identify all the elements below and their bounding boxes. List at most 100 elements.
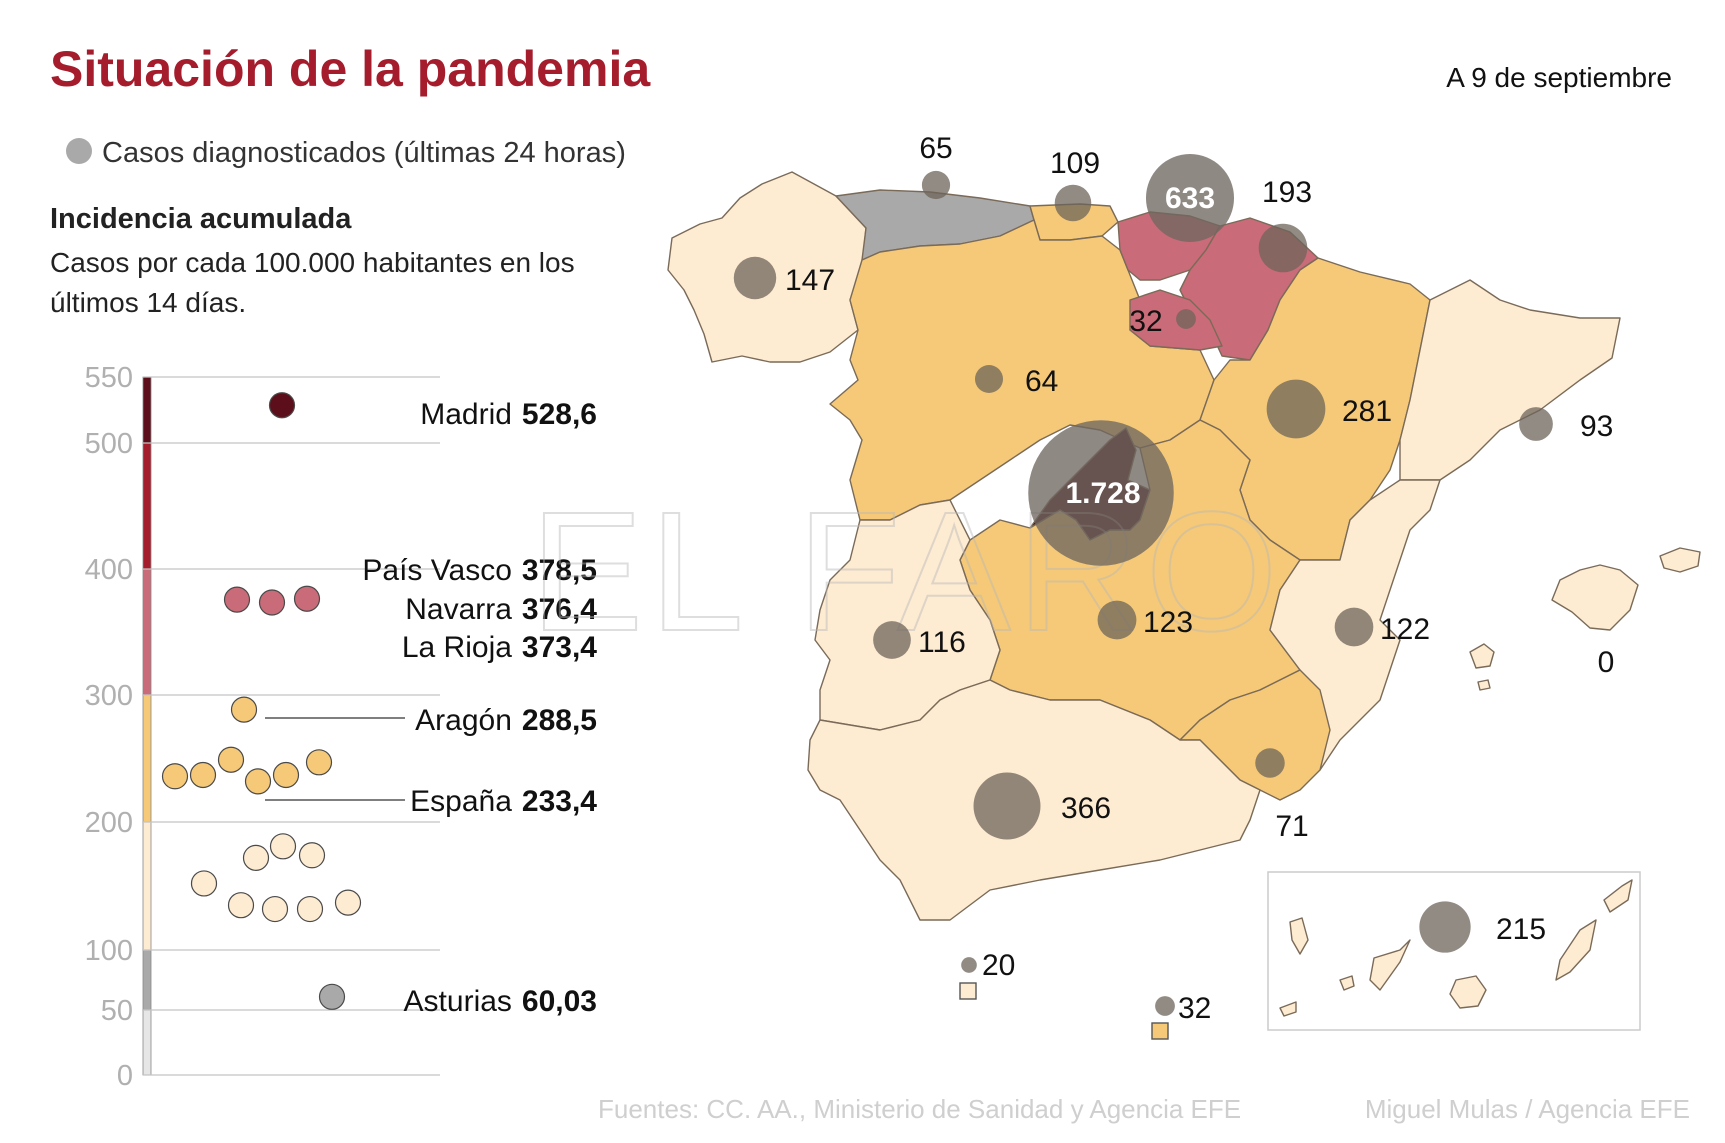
incidence-dot [261, 895, 289, 923]
case-bubble [1266, 379, 1326, 439]
incidence-dot [258, 589, 286, 616]
footer-credit: Miguel Mulas / Agencia EFE [1365, 1094, 1690, 1124]
case-bubble [921, 170, 951, 200]
region-canarias-tenerife [1369, 939, 1411, 991]
incidence-dot [230, 696, 258, 723]
case-bubble [961, 957, 977, 973]
page-title: Situación de la pandemia [50, 41, 651, 97]
region-value: 378,5 [522, 554, 597, 587]
region-value: 233,4 [522, 785, 597, 818]
incidence-dot [244, 768, 272, 795]
incidence-dot [272, 761, 300, 789]
region-baleares-ibiza [1469, 643, 1495, 669]
region-baleares-menorca [1659, 547, 1701, 573]
incidence-dot [268, 392, 296, 419]
legend-label: Casos diagnosticados (últimas 24 horas) [102, 137, 626, 169]
region-name: Navarra [405, 593, 512, 626]
case-bubble [973, 772, 1041, 840]
incidence-dot [227, 892, 255, 919]
incidence-dot [242, 844, 270, 871]
region-value: 288,5 [522, 704, 597, 737]
region-name: Asturias [404, 985, 512, 1018]
region-canarias-hierro [1279, 1001, 1297, 1017]
region-name: La Rioja [402, 631, 512, 664]
incidence-dot [161, 763, 189, 790]
y-tick-label: 0 [117, 1060, 133, 1092]
incidence-description-line1: Casos por cada 100.000 habitantes en los [50, 247, 575, 278]
region-la-rioja [1129, 289, 1223, 351]
case-bubble [1255, 748, 1285, 778]
region-value: 376,4 [522, 593, 597, 626]
scale-band-300-400 [142, 568, 152, 696]
bubble-layer: 65 109 633 193 147 32 64 281 93 1.728 123 116 122 0 71… [733, 132, 1615, 1025]
case-count-label: 20 [982, 949, 1015, 982]
region-ceuta [959, 982, 977, 1000]
incidence-dot [269, 833, 297, 860]
y-tick-label: 100 [85, 935, 133, 967]
incidence-dot [189, 761, 217, 789]
y-tick-label: 550 [85, 362, 133, 394]
case-count-label: 123 [1143, 606, 1193, 639]
case-bubble [733, 256, 777, 300]
incidence-dot [217, 746, 245, 773]
region-name: Madrid [420, 398, 512, 431]
region-canarias-lanzarote [1603, 879, 1633, 913]
region-baleares-formentera [1477, 679, 1491, 691]
case-bubble [1419, 901, 1471, 953]
case-count-label: 147 [785, 264, 835, 297]
case-count-label: 193 [1262, 176, 1312, 209]
region-melilla [1151, 1022, 1169, 1040]
case-bubble [1176, 309, 1196, 329]
region-canarias-gran-canaria [1449, 975, 1487, 1009]
case-bubble [1519, 407, 1553, 441]
case-bubble [1054, 184, 1092, 222]
region-value: 60,03 [522, 985, 597, 1018]
region-canarias-la-palma [1289, 917, 1309, 955]
region-value: 528,6 [522, 398, 597, 431]
y-tick-label: 500 [85, 428, 133, 460]
region-canarias-gomera [1339, 975, 1355, 991]
case-bubble [1334, 607, 1374, 647]
case-bubble [1028, 420, 1174, 566]
incidence-dot [190, 870, 218, 897]
case-bubble [873, 621, 911, 659]
case-count-label: 122 [1380, 613, 1430, 646]
scale-band-100-200 [142, 821, 152, 951]
incidence-heading: Incidencia acumulada [50, 203, 352, 235]
case-count-label: 109 [1050, 147, 1100, 180]
y-tick-label: 50 [101, 995, 133, 1027]
case-count-label: 71 [1275, 810, 1308, 843]
legend-bubble-icon [66, 138, 92, 164]
incidence-dot [305, 749, 333, 776]
case-count-label: 65 [919, 132, 952, 165]
incidence-dot [223, 586, 251, 613]
case-count-label: 93 [1580, 410, 1613, 443]
case-bubble [975, 365, 1003, 393]
case-count-label: 32 [1178, 992, 1211, 1025]
case-count-label: 0 [1598, 646, 1615, 679]
case-count-label: 366 [1061, 792, 1111, 825]
case-bubble [1097, 600, 1137, 640]
case-count-label: 215 [1496, 913, 1546, 946]
region-value: 373,4 [522, 631, 597, 664]
case-count-label: 116 [918, 626, 966, 659]
case-bubble [1155, 996, 1175, 1016]
region-name: País Vasco [362, 554, 512, 587]
incidence-dot [318, 983, 346, 1010]
incidence-description-line2: últimos 14 días. [50, 287, 246, 318]
scale-band-500-550 [142, 376, 152, 444]
incidence-dot [293, 585, 321, 612]
y-tick-label: 300 [85, 680, 133, 712]
case-count-label: 633 [1165, 182, 1215, 215]
region-name: Aragón [415, 704, 512, 737]
region-baleares-mallorca [1551, 564, 1639, 631]
case-count-label: 32 [1129, 305, 1162, 338]
case-count-label: 1.728 [1065, 477, 1140, 510]
footer-sources: Fuentes: CC. AA., Ministerio de Sanidad … [598, 1094, 1241, 1124]
region-name: España [410, 785, 512, 818]
incidence-chart: 550500400300200100500528,6Madrid378,5Paí… [85, 362, 598, 1092]
region-canarias-fuerteventura [1555, 919, 1597, 981]
case-bubble [1145, 153, 1235, 243]
incidence-dot [334, 889, 362, 916]
date-label: A 9 de septiembre [1446, 62, 1672, 93]
